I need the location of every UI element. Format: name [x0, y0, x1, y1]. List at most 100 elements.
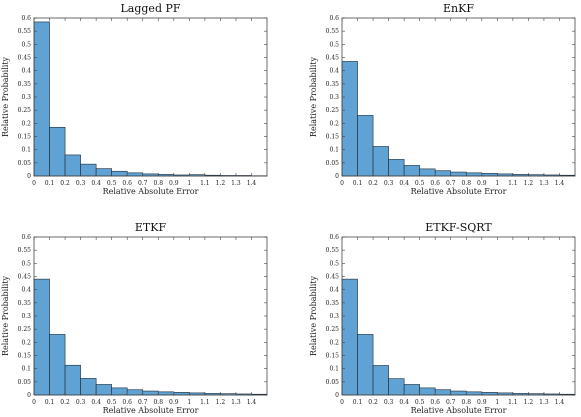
x-tick-label: 1.4 — [555, 399, 565, 406]
histogram-bar — [64, 154, 81, 177]
x-tick-label: 1.2 — [524, 180, 534, 187]
chart-title: EnKF — [443, 2, 474, 15]
x-tick-label: 0.7 — [446, 399, 456, 406]
x-tick-label: 0.5 — [415, 399, 425, 406]
x-tick-label: 0.3 — [384, 180, 394, 187]
y-tick-label: 0.45 — [326, 274, 340, 281]
x-tick-label: 0.6 — [122, 180, 132, 187]
y-tick-label: 0.6 — [329, 15, 339, 22]
y-tick-label: 0.25 — [18, 107, 32, 114]
histogram-bar — [33, 21, 50, 177]
y-tick-label: 0.4 — [21, 287, 31, 294]
chart-panel-1: 0 0.05 0.1 0.15 0.2 0.25 0.3 0.35 0.4 0.45 0.5 0.55… — [1, 2, 268, 196]
x-tick-label: 0.1 — [45, 399, 55, 406]
histogram-bar — [388, 159, 405, 177]
y-tick-label: 0.2 — [329, 120, 339, 127]
histogram-bar — [419, 168, 436, 177]
chart-title: Lagged PF — [120, 2, 180, 15]
x-tick-label: 1.3 — [231, 180, 241, 187]
x-tick-label: 0.7 — [138, 180, 148, 187]
y-tick-label: 0.45 — [18, 274, 32, 281]
y-tick-label: 0.2 — [21, 120, 31, 127]
histogram-bar — [403, 384, 420, 396]
y-tick-label: 0.6 — [21, 15, 31, 22]
y-tick-label: 0.15 — [326, 353, 340, 360]
y-tick-label: 0.2 — [329, 339, 339, 346]
y-tick-label: 0.35 — [18, 300, 32, 307]
y-tick-label: 0.15 — [18, 353, 32, 360]
x-tick-label: 0.4 — [399, 180, 409, 187]
x-tick-label: 0.6 — [122, 399, 132, 406]
x-tick-label: 0.9 — [477, 399, 487, 406]
x-axis-label: Relative Absolute Error — [103, 187, 199, 196]
y-tick-label: 0.35 — [326, 81, 340, 88]
y-tick-label: 0.05 — [18, 379, 32, 386]
y-tick-label: 0.25 — [326, 107, 340, 114]
x-tick-label: 1.4 — [247, 180, 257, 187]
x-tick-label: 0.4 — [91, 180, 101, 187]
x-tick-label: 1 — [495, 399, 499, 406]
y-tick-label: 0.3 — [329, 313, 339, 320]
x-tick-label: 0.8 — [153, 399, 163, 406]
y-axis-label: Relative Probability — [1, 56, 10, 137]
y-tick-label: 0.55 — [18, 247, 32, 254]
histogram-bar — [80, 378, 97, 396]
y-tick-label: 0 — [27, 392, 31, 399]
y-tick-label: 0 — [335, 392, 339, 399]
y-tick-label: 0.1 — [329, 147, 339, 154]
histogram-bar — [49, 126, 66, 177]
y-tick-label: 0.25 — [326, 326, 340, 333]
y-tick-label: 0 — [335, 173, 339, 180]
histogram-bar — [419, 387, 436, 396]
x-axis-label: Relative Absolute Error — [411, 406, 507, 415]
histogram-bar — [450, 171, 467, 177]
y-tick-label: 0.05 — [18, 160, 32, 167]
x-tick-label: 0.1 — [45, 180, 55, 187]
y-tick-label: 0.55 — [326, 28, 340, 35]
histogram-bar — [434, 170, 452, 177]
histogram-bar — [126, 389, 144, 396]
x-tick-label: 0 — [340, 399, 344, 406]
histogram-bar — [465, 172, 483, 177]
chart-panel-3: 0 0.05 0.1 0.15 0.2 0.25 0.3 0.35 0.4 0.45 0.5 0.55… — [1, 221, 268, 415]
y-tick-label: 0.6 — [21, 234, 31, 241]
x-tick-label: 0.2 — [368, 399, 378, 406]
x-tick-label: 0.3 — [76, 399, 86, 406]
histogram-bar — [372, 146, 389, 177]
y-tick-label: 0.5 — [329, 41, 339, 48]
x-tick-label: 1.4 — [555, 180, 565, 187]
x-tick-label: 0 — [340, 180, 344, 187]
y-axis-label: Relative Probability — [309, 275, 318, 356]
y-tick-label: 0.15 — [326, 134, 340, 141]
histogram-bar — [64, 364, 81, 396]
histogram-bar — [95, 168, 112, 177]
x-tick-label: 0.3 — [76, 180, 86, 187]
y-tick-label: 0.1 — [21, 147, 31, 154]
y-tick-label: 0.5 — [21, 41, 31, 48]
x-tick-label: 1 — [187, 399, 191, 406]
y-tick-label: 0.35 — [326, 300, 340, 307]
x-tick-label: 0.3 — [384, 399, 394, 406]
y-tick-label: 0.05 — [326, 379, 340, 386]
y-tick-label: 0.3 — [21, 313, 31, 320]
chart-panel-2: 0 0.05 0.1 0.15 0.2 0.25 0.3 0.35 0.4 0.45 0.5 0.55… — [309, 2, 576, 196]
x-tick-label: 1.2 — [524, 399, 534, 406]
x-tick-label: 1.3 — [539, 399, 549, 406]
x-tick-label: 0.5 — [107, 180, 117, 187]
histogram-bar — [126, 172, 144, 177]
x-tick-label: 0.7 — [138, 399, 148, 406]
y-tick-label: 0.55 — [18, 28, 32, 35]
x-tick-label: 1.1 — [508, 399, 518, 406]
x-tick-label: 0.5 — [107, 399, 117, 406]
x-tick-label: 1.2 — [216, 399, 226, 406]
x-tick-label: 0.5 — [415, 180, 425, 187]
histogram-bar — [49, 334, 66, 396]
y-tick-label: 0.1 — [21, 366, 31, 373]
x-tick-label: 1.2 — [216, 180, 226, 187]
histogram-bar — [403, 165, 420, 177]
x-tick-label: 0.2 — [60, 399, 70, 406]
histogram-bar — [372, 365, 389, 396]
y-tick-label: 0.4 — [329, 287, 339, 294]
chart-title: ETKF-SQRT — [425, 221, 492, 234]
